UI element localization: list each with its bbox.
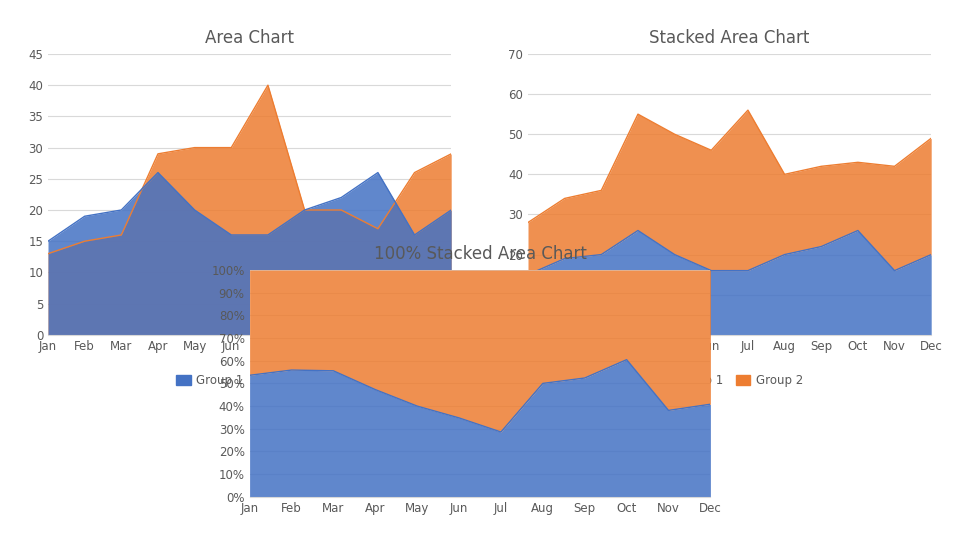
Title: Stacked Area Chart: Stacked Area Chart [649, 29, 810, 47]
Title: Area Chart: Area Chart [205, 29, 294, 47]
Legend: Group 1, Group 2: Group 1, Group 2 [657, 374, 803, 387]
Title: 100% Stacked Area Chart: 100% Stacked Area Chart [373, 245, 587, 263]
Legend: Group 1, Group 2: Group 1, Group 2 [177, 374, 323, 387]
